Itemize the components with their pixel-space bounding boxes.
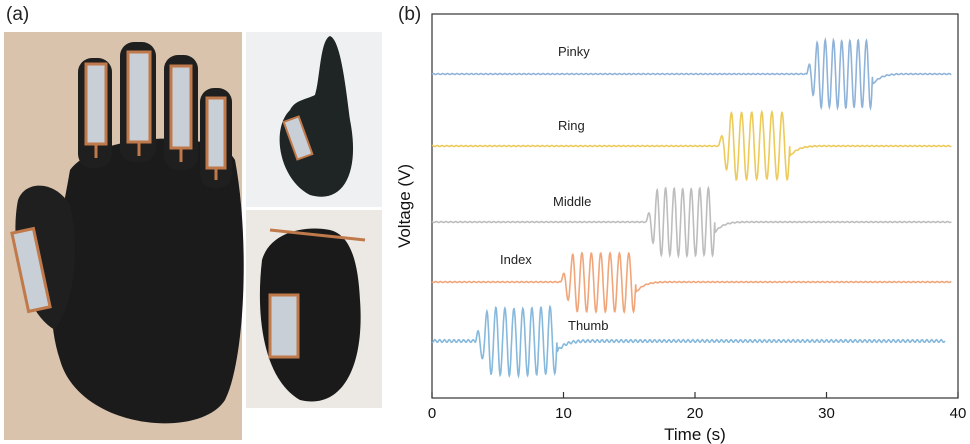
x-tick-label: 0: [428, 405, 436, 422]
glove-palm-icon: [51, 138, 244, 424]
series-label-middle: Middle: [553, 194, 591, 209]
series-label-pinky: Pinky: [558, 44, 590, 59]
x-tick-label: 10: [555, 405, 572, 422]
series-line-ring: [431, 109, 952, 182]
series-line-thumb: [431, 304, 946, 379]
x-tick-label: 30: [818, 405, 835, 422]
panel-label-a: (a): [6, 4, 30, 25]
series-label-thumb: Thumb: [568, 318, 608, 333]
sensor-strip-icon: [268, 293, 300, 359]
x-axis-title: Time (s): [664, 425, 726, 444]
x-tick-label: 40: [950, 405, 967, 422]
series-label-ring: Ring: [558, 118, 585, 133]
series-label-index: Index: [500, 252, 532, 267]
series-line-middle: [431, 185, 952, 259]
y-axis-title: Voltage (V): [395, 164, 414, 248]
glove-photos: [4, 32, 382, 440]
series-line-pinky: [431, 36, 952, 111]
sensor-strip-icon: [10, 226, 52, 314]
sensor-strip-icon: [282, 115, 314, 161]
x-tick-label: 20: [687, 405, 704, 422]
panel-label-b: (b): [398, 4, 422, 25]
series-line-index: [431, 251, 952, 315]
